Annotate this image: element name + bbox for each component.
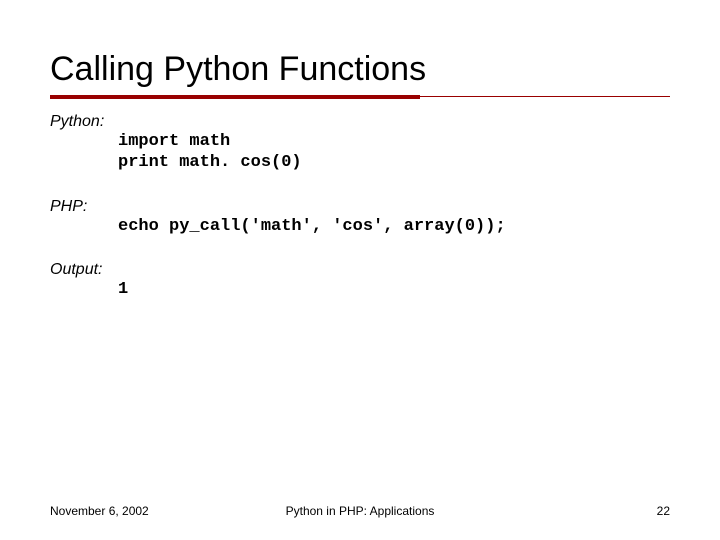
title-underline (50, 95, 670, 99)
slide-footer: November 6, 2002 Python in PHP: Applicat… (50, 504, 670, 518)
section-label-python: Python: (50, 113, 670, 131)
code-python: import math print math. cos(0) (50, 131, 670, 174)
section-label-php: PHP: (50, 198, 670, 216)
code-output: 1 (50, 279, 670, 300)
section-label-output: Output: (50, 261, 670, 279)
spacer (50, 174, 670, 192)
footer-title: Python in PHP: Applications (286, 504, 435, 518)
underline-thick (50, 95, 420, 99)
footer-date: November 6, 2002 (50, 504, 149, 518)
slide: Calling Python Functions Python: import … (0, 0, 720, 540)
slide-title: Calling Python Functions (50, 50, 670, 89)
code-php: echo py_call('math', 'cos', array(0)); (50, 216, 670, 237)
footer-page-number: 22 (657, 504, 670, 518)
spacer (50, 237, 670, 255)
underline-thin (420, 96, 670, 97)
